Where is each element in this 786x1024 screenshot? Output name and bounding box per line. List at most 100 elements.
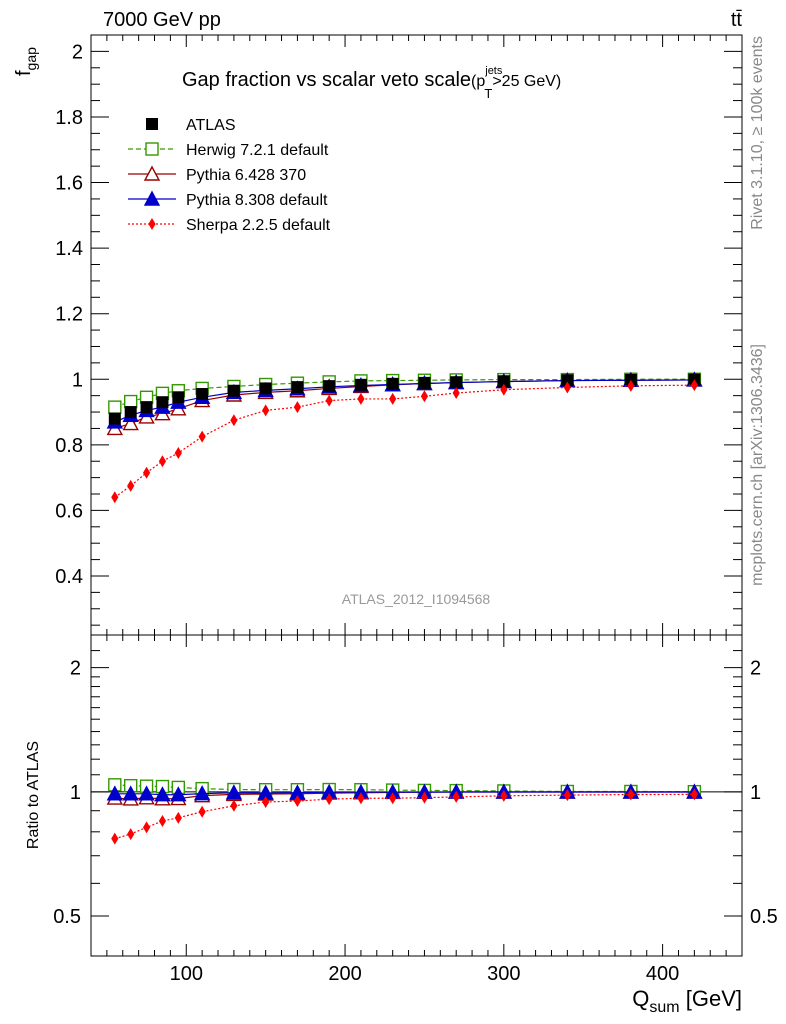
x-axis-label-sub: sum bbox=[649, 999, 679, 1016]
data-point bbox=[122, 785, 139, 801]
data-point bbox=[170, 786, 187, 802]
data-point bbox=[140, 401, 153, 414]
data-point bbox=[106, 785, 123, 801]
data-point bbox=[193, 785, 211, 801]
data-point bbox=[142, 466, 151, 479]
x-tick-label: 400 bbox=[646, 963, 679, 985]
data-point bbox=[225, 784, 243, 800]
data-point bbox=[124, 406, 137, 419]
legend: ATLAS Herwig 7.2.1 default Pythia 6.428 37… bbox=[128, 117, 331, 234]
data-point bbox=[143, 190, 161, 206]
data-point bbox=[325, 793, 333, 806]
ratio-y-tick-label: 0.5 bbox=[53, 906, 81, 928]
data-point bbox=[127, 828, 135, 841]
data-point bbox=[111, 832, 119, 845]
data-point bbox=[143, 165, 161, 181]
y-tick-label: 1.2 bbox=[55, 304, 83, 326]
ratio-y-tick-label: 1 bbox=[70, 782, 81, 804]
data-point bbox=[142, 821, 151, 834]
series-3-main bbox=[106, 371, 703, 429]
data-point bbox=[230, 799, 238, 812]
legend-entry: Pythia 6.428 370 bbox=[128, 165, 306, 184]
data-point bbox=[354, 378, 367, 391]
x-axis-label-unit: [GeV] bbox=[680, 986, 742, 1011]
data-point bbox=[148, 218, 156, 230]
series-line bbox=[114, 384, 695, 498]
data-point bbox=[452, 387, 460, 400]
y-tick-label: 1.8 bbox=[55, 107, 83, 129]
legend-entry: Pythia 8.308 default bbox=[128, 190, 328, 209]
process-label: tt̄ bbox=[731, 9, 743, 31]
ratio-frame bbox=[90, 634, 743, 957]
data-point bbox=[158, 455, 167, 468]
data-point bbox=[259, 382, 272, 395]
data-point bbox=[690, 379, 698, 392]
data-point bbox=[154, 786, 171, 802]
data-point bbox=[230, 414, 238, 427]
legend-label: ATLAS bbox=[186, 117, 236, 134]
data-point bbox=[172, 391, 185, 404]
legend-label: Sherpa 2.2.5 default bbox=[186, 217, 331, 234]
data-point bbox=[357, 392, 365, 405]
data-point bbox=[262, 795, 270, 808]
x-axis-label-main: Q bbox=[632, 986, 649, 1011]
chart-title-open: (p bbox=[471, 73, 485, 90]
data-point bbox=[198, 430, 206, 443]
data-point bbox=[174, 447, 182, 460]
y-tick-label: 1.6 bbox=[55, 173, 83, 195]
y-tick-label: 1 bbox=[72, 369, 83, 391]
y-axis-label-main: f bbox=[13, 70, 35, 76]
data-point bbox=[563, 381, 571, 394]
legend-label: Pythia 8.308 default bbox=[186, 192, 328, 209]
data-point bbox=[127, 479, 135, 492]
data-point bbox=[420, 390, 429, 403]
y-tick-label: 0.6 bbox=[55, 500, 83, 522]
data-point bbox=[138, 785, 155, 801]
legend-entry: Herwig 7.2.1 default bbox=[128, 142, 329, 159]
chart-title-close: >25 GeV) bbox=[492, 73, 561, 90]
data-point bbox=[497, 375, 510, 388]
data-point bbox=[262, 404, 270, 417]
rivet-label: Rivet 3.1.10, ≥ 100k events bbox=[749, 36, 766, 230]
data-point bbox=[108, 400, 122, 414]
data-point bbox=[627, 788, 635, 801]
data-point bbox=[196, 388, 209, 401]
data-point bbox=[145, 142, 159, 156]
legend-entry: Sherpa 2.2.5 default bbox=[128, 217, 331, 234]
series-0-main bbox=[108, 373, 701, 425]
legend-entry: ATLAS bbox=[146, 117, 236, 134]
data-point bbox=[500, 789, 508, 802]
data-point bbox=[627, 379, 635, 392]
y-tick-label: 1.4 bbox=[55, 238, 83, 260]
x-tick-label: 300 bbox=[487, 963, 520, 985]
data-point bbox=[386, 377, 399, 390]
data-point bbox=[111, 491, 119, 504]
data-point bbox=[452, 790, 460, 803]
data-point bbox=[389, 392, 397, 405]
y-axis-label: fgap bbox=[13, 47, 39, 76]
ratio-y-axis-label: Ratio to ATLAS bbox=[25, 741, 42, 849]
source-label: mcplots.cern.ch [arXiv:1306.3436] bbox=[749, 344, 766, 586]
energy-label: 7000 GeV pp bbox=[103, 9, 221, 31]
legend-label: Herwig 7.2.1 default bbox=[186, 142, 329, 159]
x-tick-label: 100 bbox=[170, 963, 203, 985]
analysis-label: ATLAS_2012_I1094568 bbox=[342, 591, 491, 607]
y-axis-label-sub: gap bbox=[23, 47, 39, 71]
data-point bbox=[227, 384, 240, 397]
data-point bbox=[389, 792, 397, 805]
y-tick-label: 0.8 bbox=[55, 435, 83, 457]
data-point bbox=[561, 374, 574, 387]
chart-title: Gap fraction vs scalar veto scale(pjets T… bbox=[182, 65, 561, 101]
legend-label: Pythia 6.428 370 bbox=[186, 167, 306, 184]
y-tick-label: 2 bbox=[72, 41, 83, 63]
x-axis-label: Qsum [GeV] bbox=[632, 986, 742, 1016]
data-point bbox=[293, 401, 302, 414]
data-point bbox=[158, 814, 167, 827]
data-point bbox=[122, 415, 139, 431]
data-point bbox=[323, 380, 336, 393]
ratio-panel: 100 200 300 400 0.5 0.5 1 1 2 2 bbox=[53, 634, 778, 985]
x-tick-label: 200 bbox=[328, 963, 361, 985]
data-point bbox=[690, 788, 698, 801]
ratio-y-tick-label-right: 2 bbox=[750, 658, 761, 680]
data-point bbox=[325, 394, 333, 407]
